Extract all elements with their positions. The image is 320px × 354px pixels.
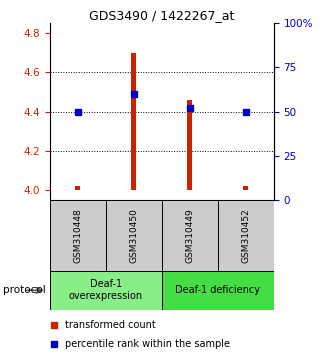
Bar (50, 200, 106, 271)
Bar (162, 200, 218, 271)
Text: protocol: protocol (3, 285, 46, 295)
Text: GSM310452: GSM310452 (241, 208, 250, 263)
Bar (106, 200, 162, 271)
Bar (50, 271, 162, 310)
Text: Deaf-1
overexpression: Deaf-1 overexpression (68, 279, 143, 301)
Bar (188, 100, 192, 190)
Text: GSM310448: GSM310448 (73, 208, 82, 263)
Text: Deaf-1 deficiency: Deaf-1 deficiency (175, 285, 260, 295)
Text: transformed count: transformed count (65, 320, 156, 330)
Title: GDS3490 / 1422267_at: GDS3490 / 1422267_at (89, 9, 234, 22)
Text: GSM310449: GSM310449 (185, 208, 194, 263)
Text: percentile rank within the sample: percentile rank within the sample (65, 339, 230, 349)
Bar (162, 271, 274, 310)
Bar (244, 186, 248, 190)
Bar (218, 200, 274, 271)
Bar (132, 52, 136, 190)
Bar (76, 186, 80, 190)
Text: GSM310450: GSM310450 (129, 208, 138, 263)
